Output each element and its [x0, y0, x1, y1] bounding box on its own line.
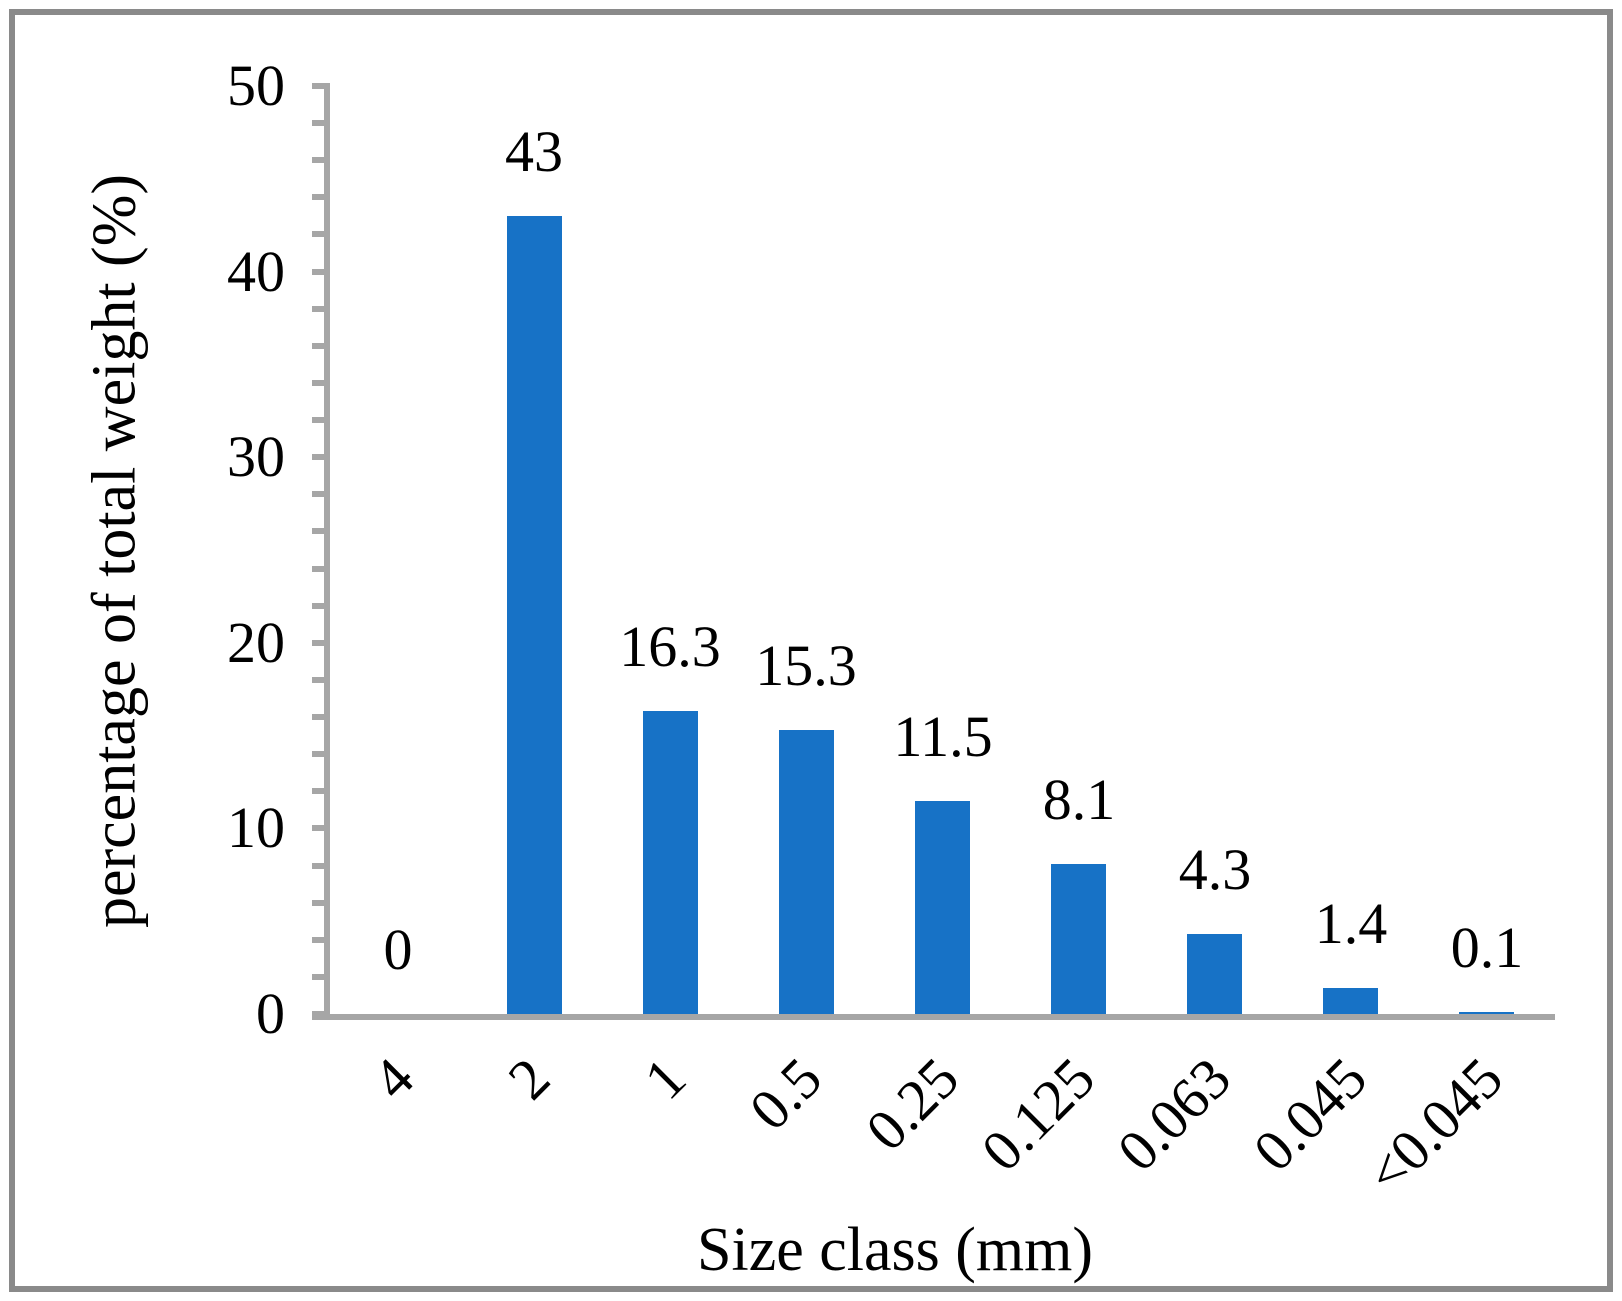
bar-value-label: 1.4	[1314, 891, 1388, 956]
bar-value-label: 16.3	[619, 614, 721, 679]
y-tick-label: 0	[256, 981, 285, 1046]
plot-area: 0 43 16.3 15.3 11.5 8.1 4.3 1.4 0.1	[330, 86, 1555, 1014]
y-axis-minor-tick	[312, 639, 330, 646]
y-axis-minor-tick	[312, 120, 330, 127]
bar-value-label: 4.3	[1178, 837, 1252, 902]
bar-value-label: 0	[383, 917, 413, 982]
y-axis-minor-tick	[312, 342, 330, 349]
bar	[1051, 864, 1106, 1014]
y-axis-minor-tick	[312, 714, 330, 721]
bar	[1187, 934, 1242, 1014]
y-axis-minor-tick	[312, 788, 330, 795]
y-tick-label: 40	[227, 238, 285, 304]
y-axis-minor-tick	[312, 268, 330, 275]
y-axis-minor-tick	[312, 379, 330, 386]
bar	[643, 711, 698, 1014]
y-axis-minor-tick	[312, 973, 330, 980]
y-axis-minor-tick	[312, 862, 330, 869]
x-axis-line	[312, 1014, 1555, 1020]
bar-value-label: 43	[505, 119, 563, 184]
x-axis-title: Size class (mm)	[696, 1216, 1093, 1284]
bar	[507, 216, 562, 1014]
y-axis-minor-tick	[312, 936, 330, 943]
bar-value-label: 0.1	[1450, 915, 1524, 980]
chart-frame-border	[9, 9, 1613, 1292]
y-axis-minor-tick	[312, 751, 330, 758]
bar	[915, 801, 970, 1014]
y-axis-minor-tick	[312, 491, 330, 498]
y-axis-minor-tick	[312, 565, 330, 572]
bar-value-label: 8.1	[1042, 767, 1116, 832]
y-tick-label: 50	[227, 53, 285, 118]
bar-value-label: 15.3	[755, 633, 857, 698]
y-axis-minor-tick	[312, 528, 330, 535]
y-axis-minor-tick	[312, 83, 330, 89]
y-axis-minor-tick	[312, 194, 330, 201]
y-axis-minor-tick	[312, 305, 330, 312]
y-axis-minor-tick	[312, 676, 330, 683]
y-tick-label: 20	[227, 609, 285, 675]
bar	[1323, 988, 1378, 1014]
bar	[1459, 1012, 1514, 1014]
y-axis-minor-tick	[312, 825, 330, 832]
bar-value-label: 11.5	[893, 704, 993, 769]
y-axis-minor-tick	[312, 454, 330, 461]
y-axis-minor-tick	[312, 417, 330, 424]
y-axis-minor-tick	[312, 157, 330, 164]
y-axis-minor-tick	[312, 231, 330, 238]
bar	[779, 730, 834, 1014]
y-axis-minor-tick	[312, 899, 330, 906]
y-axis-line	[324, 86, 330, 1014]
y-axis-minor-tick	[312, 602, 330, 609]
y-tick-label: 30	[227, 424, 285, 490]
y-tick-label: 10	[227, 795, 285, 861]
